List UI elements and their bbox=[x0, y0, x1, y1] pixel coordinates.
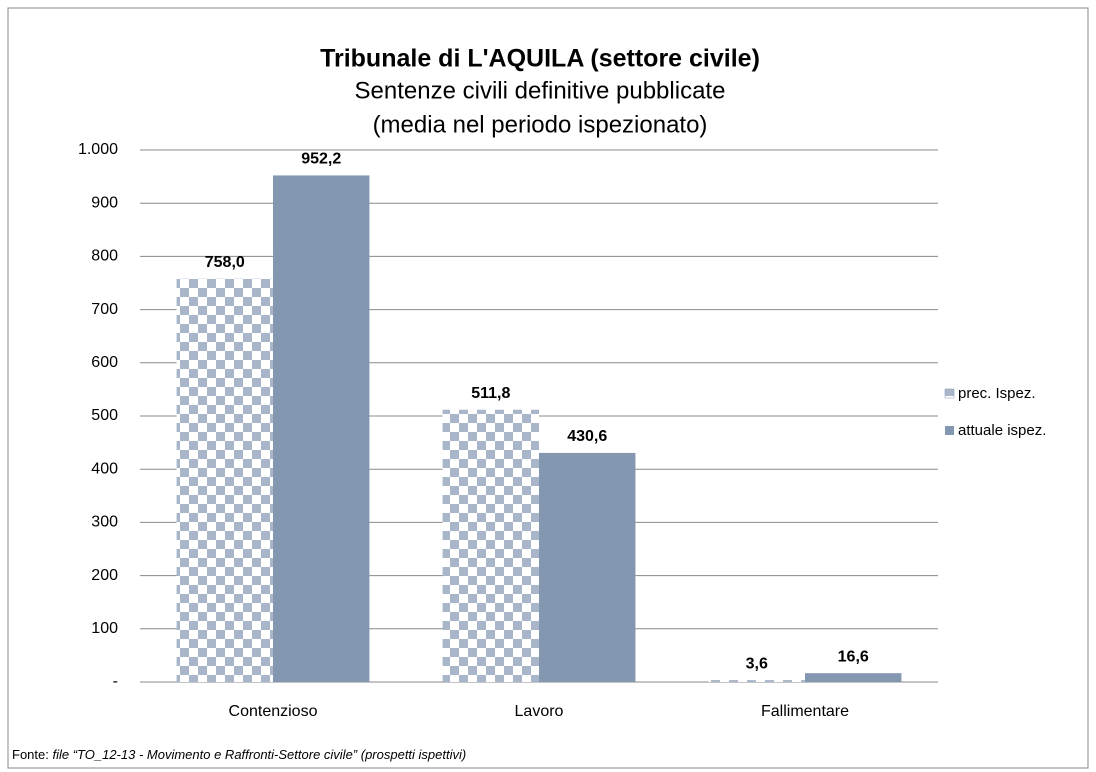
y-tick-label: 200 bbox=[91, 567, 118, 584]
y-tick-label: 900 bbox=[91, 194, 118, 211]
y-tick-label: 100 bbox=[91, 620, 118, 637]
y-tick-label: 500 bbox=[91, 407, 118, 424]
bar bbox=[273, 175, 370, 682]
y-tick-label: 700 bbox=[91, 301, 118, 318]
y-tick-label: 800 bbox=[91, 248, 118, 265]
x-tick-label: Contenzioso bbox=[229, 703, 318, 720]
legend-swatch bbox=[944, 388, 955, 399]
bar bbox=[708, 680, 805, 682]
x-tick-label: Fallimentare bbox=[761, 703, 849, 720]
bar bbox=[805, 673, 902, 682]
value-label: 511,8 bbox=[471, 385, 510, 402]
y-tick-label: 400 bbox=[91, 460, 118, 477]
source-note: Fonte: file “TO_12-13 - Movimento e Raff… bbox=[12, 747, 466, 762]
y-tick-label: 300 bbox=[91, 514, 118, 531]
chart-subtitle: Sentenze civili definitive pubblicate bbox=[355, 77, 726, 104]
chart-title: Tribunale di L'AQUILA (settore civile) bbox=[320, 45, 760, 73]
source-label: Fonte: bbox=[12, 747, 49, 762]
source-text: file “TO_12-13 - Movimento e Raffronti-S… bbox=[52, 747, 466, 762]
y-tick-label: 1.000 bbox=[78, 141, 118, 158]
y-tick-label: - bbox=[113, 673, 118, 690]
value-label: 16,6 bbox=[838, 648, 869, 665]
legend-label: attuale ispez. bbox=[958, 422, 1046, 439]
x-tick-label: Lavoro bbox=[515, 703, 564, 720]
value-label: 758,0 bbox=[205, 254, 245, 271]
bar bbox=[539, 452, 636, 682]
value-label: 952,2 bbox=[301, 151, 341, 168]
y-tick-label: 600 bbox=[91, 354, 118, 371]
value-label: 3,6 bbox=[746, 655, 768, 672]
bar bbox=[176, 278, 273, 682]
legend-label: prec. Ispez. bbox=[958, 385, 1036, 402]
bar bbox=[442, 409, 539, 682]
value-label: 430,6 bbox=[567, 428, 607, 445]
legend-swatch bbox=[945, 426, 954, 435]
chart-subtitle: (media nel periodo ispezionato) bbox=[373, 111, 708, 138]
